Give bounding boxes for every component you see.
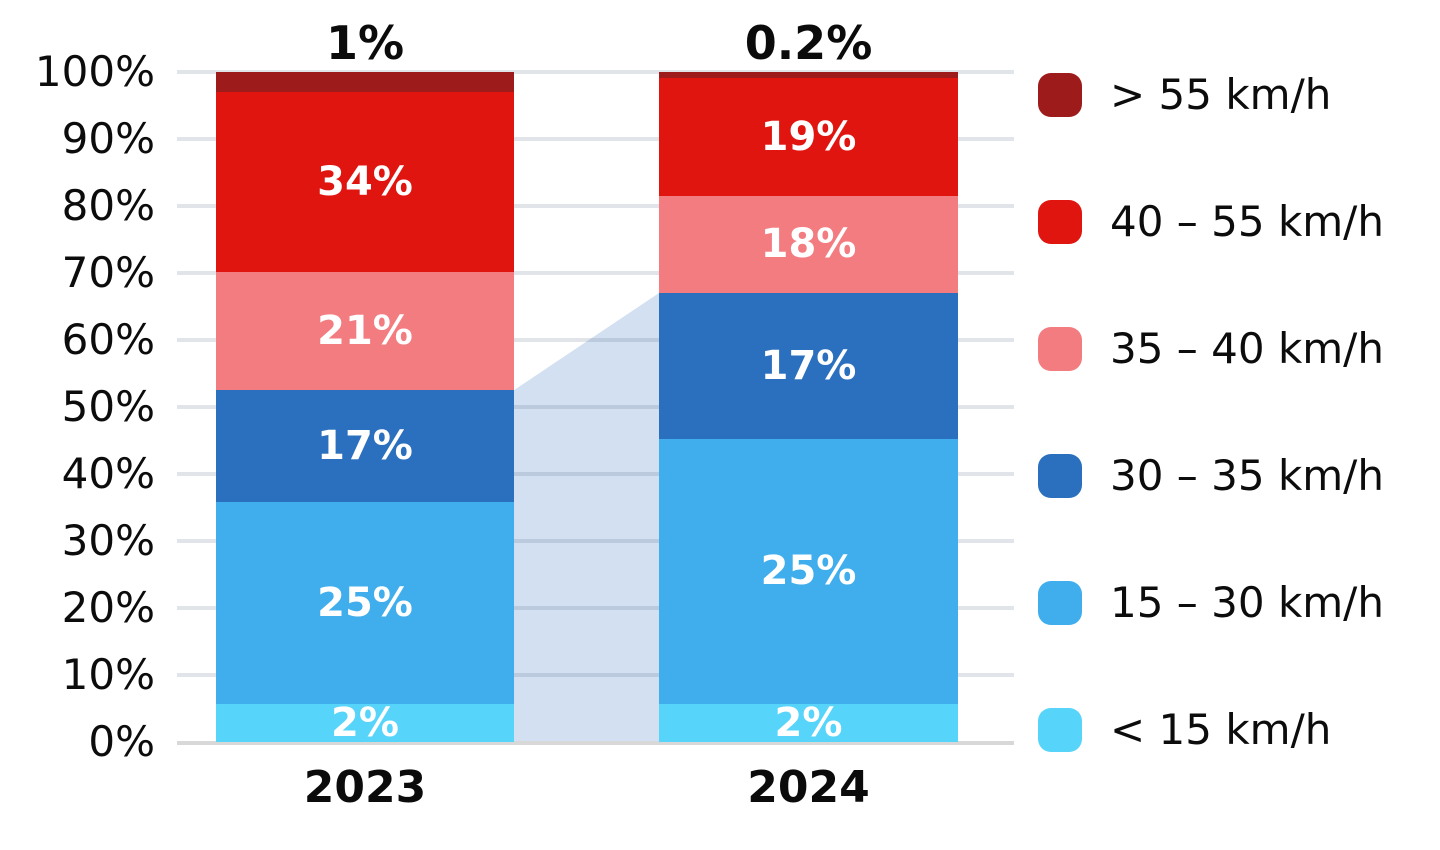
bar-segment-40-55-km-h: 19% <box>659 78 958 196</box>
bar-total-label: 0.2% <box>744 16 873 70</box>
bar-segment-15-30-km-h: 25% <box>659 439 958 704</box>
legend-swatch <box>1038 327 1082 371</box>
x-axis-label: 2023 <box>303 762 427 813</box>
segment-value-label: 19% <box>760 113 857 160</box>
legend-swatch <box>1038 200 1082 244</box>
bar-segment-lt-15-km-h: 2% <box>659 699 958 746</box>
segment-value-label: 17% <box>317 423 413 470</box>
segment-value-label: 2% <box>331 699 399 746</box>
bar-segment-15-30-km-h: 25% <box>216 502 514 704</box>
legend-item-30-35-km-h: 30 – 35 km/h <box>1038 454 1384 498</box>
bar-2023: 34% 21% 17% 25% 2% <box>216 72 514 746</box>
y-axis-tick-label: 40% <box>61 449 155 498</box>
bar-segment-35-40-km-h: 18% <box>659 195 958 294</box>
y-axis-tick-label: 0% <box>88 717 155 766</box>
segment-value-label: 34% <box>317 159 413 206</box>
segment-value-label: 17% <box>760 343 857 390</box>
gridline <box>177 673 1014 677</box>
y-axis-tick-label: 80% <box>61 181 155 230</box>
x-axis-label: 2024 <box>747 762 870 813</box>
bar-segment-gt-55-km-h <box>659 72 958 79</box>
y-axis-tick-label: 60% <box>61 315 155 364</box>
bar-segment-30-35-km-h: 17% <box>659 293 958 440</box>
legend-item-lt-15-km-h: < 15 km/h <box>1038 708 1331 752</box>
legend-label: 30 – 35 km/h <box>1110 451 1384 500</box>
y-axis-tick-label: 90% <box>61 114 155 163</box>
gridline <box>177 204 1014 208</box>
segment-value-label: 21% <box>317 308 413 355</box>
gridline <box>177 137 1014 141</box>
legend-label: 35 – 40 km/h <box>1110 324 1384 373</box>
gridline <box>177 271 1014 275</box>
gridline <box>177 70 1014 74</box>
legend-swatch <box>1038 581 1082 625</box>
legend-item-15-30-km-h: 15 – 30 km/h <box>1038 581 1384 625</box>
legend-label: 40 – 55 km/h <box>1110 197 1384 246</box>
y-axis-tick-label: 70% <box>61 248 155 297</box>
bar-segment-lt-15-km-h: 2% <box>216 699 514 746</box>
gridline <box>177 539 1014 543</box>
legend-item-gt-55-km-h: > 55 km/h <box>1038 73 1331 117</box>
legend-swatch <box>1038 73 1082 117</box>
y-axis-tick-label: 100% <box>34 47 155 96</box>
legend-swatch <box>1038 454 1082 498</box>
gridline <box>177 472 1014 476</box>
gridline <box>177 606 1014 610</box>
connector-band <box>514 293 659 743</box>
legend-swatch <box>1038 708 1082 752</box>
legend-item-35-40-km-h: 35 – 40 km/h <box>1038 327 1384 371</box>
bar-segment-40-55-km-h: 34% <box>216 92 514 273</box>
y-axis-tick-label: 10% <box>61 650 155 699</box>
y-axis-tick-label: 20% <box>61 583 155 632</box>
y-axis-tick-label: 50% <box>61 382 155 431</box>
legend-label: 15 – 30 km/h <box>1110 578 1384 627</box>
segment-value-label: 18% <box>760 221 857 268</box>
legend-item-40-55-km-h: 40 – 55 km/h <box>1038 200 1384 244</box>
gridline <box>177 405 1014 409</box>
segment-value-label: 2% <box>774 699 843 746</box>
bar-2024: 19% 18% 17% 25% 2% <box>659 72 958 746</box>
bar-segment-30-35-km-h: 17% <box>216 390 514 503</box>
segment-value-label: 25% <box>317 579 413 626</box>
x-axis-line <box>177 741 1014 745</box>
segment-value-label: 25% <box>760 548 857 595</box>
bar-segment-gt-55-km-h <box>216 72 514 93</box>
y-axis-tick-label: 30% <box>61 516 155 565</box>
gridline <box>177 338 1014 342</box>
bar-total-label: 1% <box>325 16 405 70</box>
legend-label: > 55 km/h <box>1110 70 1332 119</box>
bar-segment-35-40-km-h: 21% <box>216 272 514 391</box>
legend-label: < 15 km/h <box>1110 705 1332 754</box>
